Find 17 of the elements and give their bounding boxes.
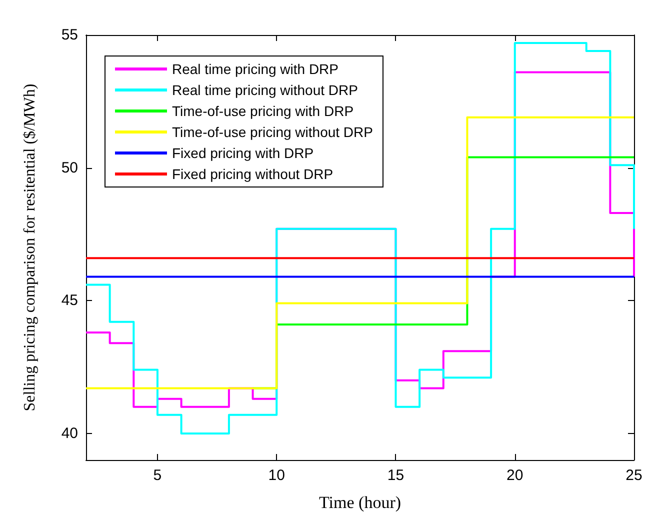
legend-label: Time-of-use pricing with DRP (172, 103, 354, 119)
x-tick-label: 25 (626, 467, 642, 484)
y-tick-label: 40 (61, 424, 78, 442)
x-tick-label: 15 (387, 467, 404, 484)
legend-label: Fixed pricing without DRP (172, 166, 334, 182)
x-tick-label: 5 (153, 467, 162, 484)
x-tick-label: 20 (506, 467, 524, 484)
y-tick-label: 50 (61, 159, 78, 176)
legend-label: Fixed pricing with DRP (172, 145, 314, 161)
legend-label: Real time pricing with DRP (172, 61, 338, 77)
x-axis-title: Time (hour) (318, 493, 402, 512)
legend-label: Real time pricing without DRP (172, 82, 358, 98)
y-tick-label: 55 (61, 26, 78, 44)
x-tick-label: 10 (268, 467, 285, 484)
y-axis-title: Selling pricing comparison for resitential ($/MWh) (22, 84, 38, 412)
legend-label: Time-of-use pricing without DRP (172, 124, 373, 140)
y-tick-label: 45 (61, 292, 78, 310)
